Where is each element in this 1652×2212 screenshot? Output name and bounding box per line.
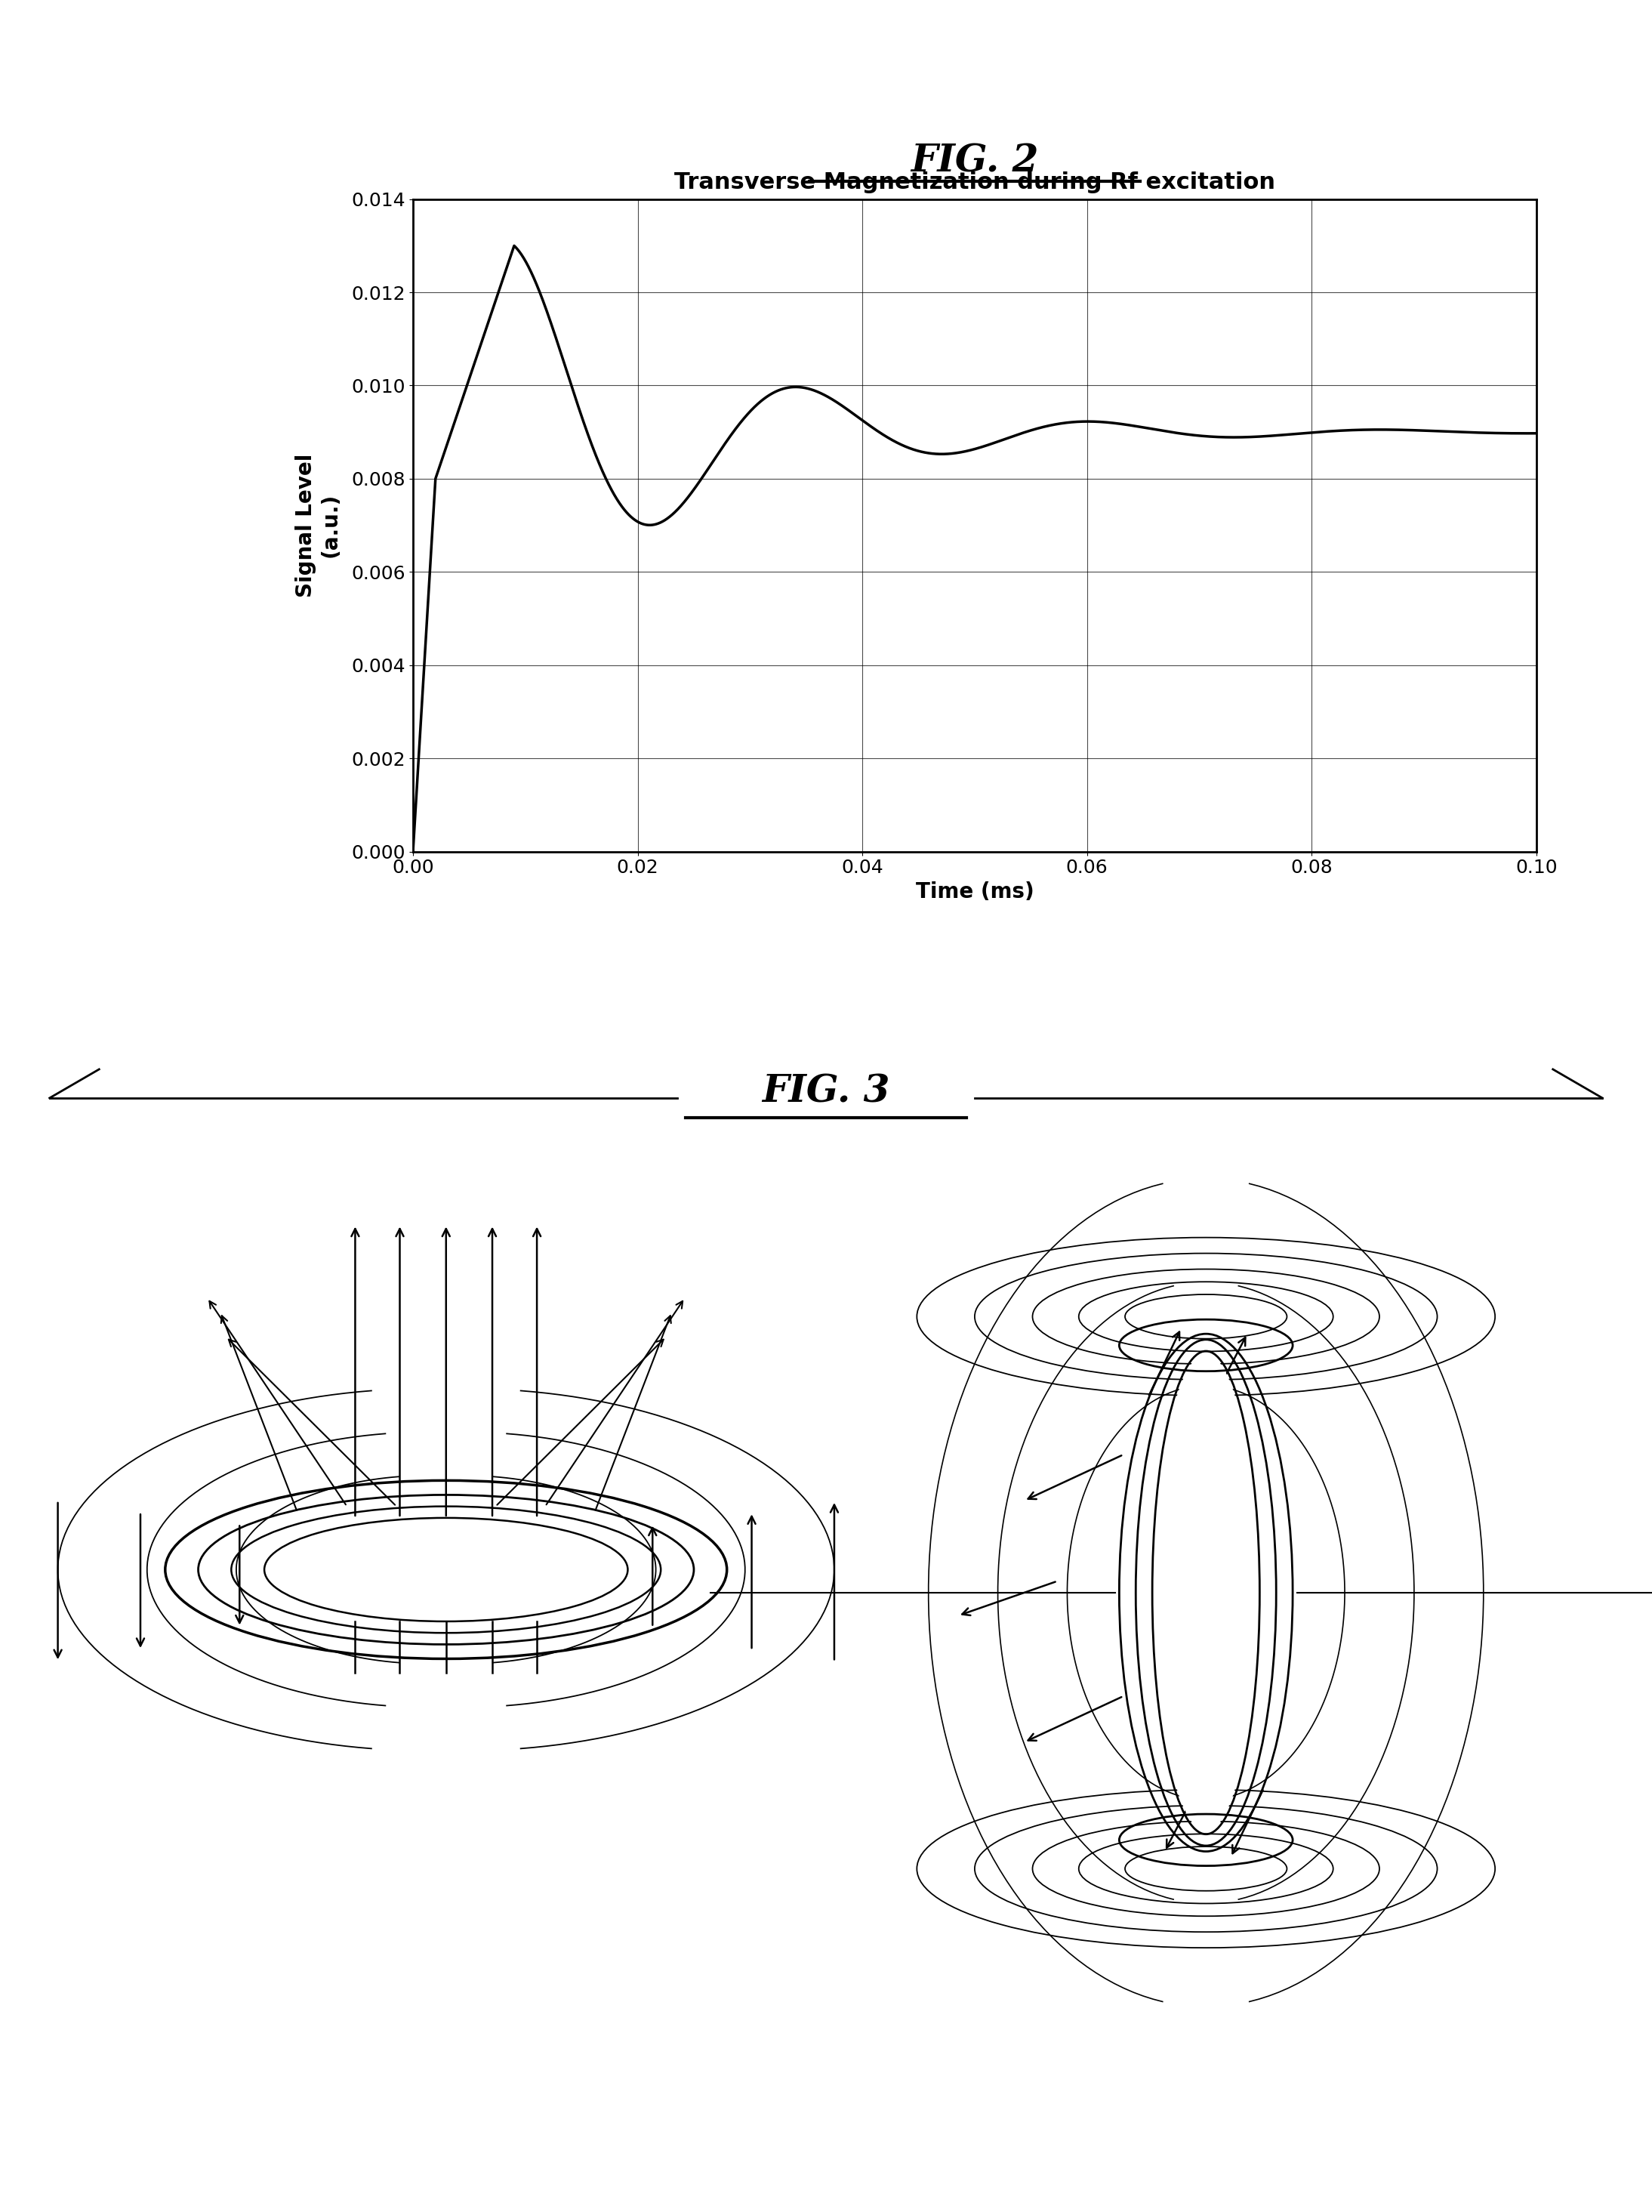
Ellipse shape (1155, 1354, 1257, 1832)
Y-axis label: Signal Level
(a.u.): Signal Level (a.u.) (296, 453, 340, 597)
Text: FIG. 3: FIG. 3 (762, 1073, 890, 1110)
Ellipse shape (264, 1517, 628, 1621)
X-axis label: Time (ms): Time (ms) (915, 880, 1034, 902)
Text: FIG. 2: FIG. 2 (910, 144, 1039, 179)
Title: Transverse Magnetization during Rf excitation: Transverse Magnetization during Rf excit… (674, 170, 1275, 192)
